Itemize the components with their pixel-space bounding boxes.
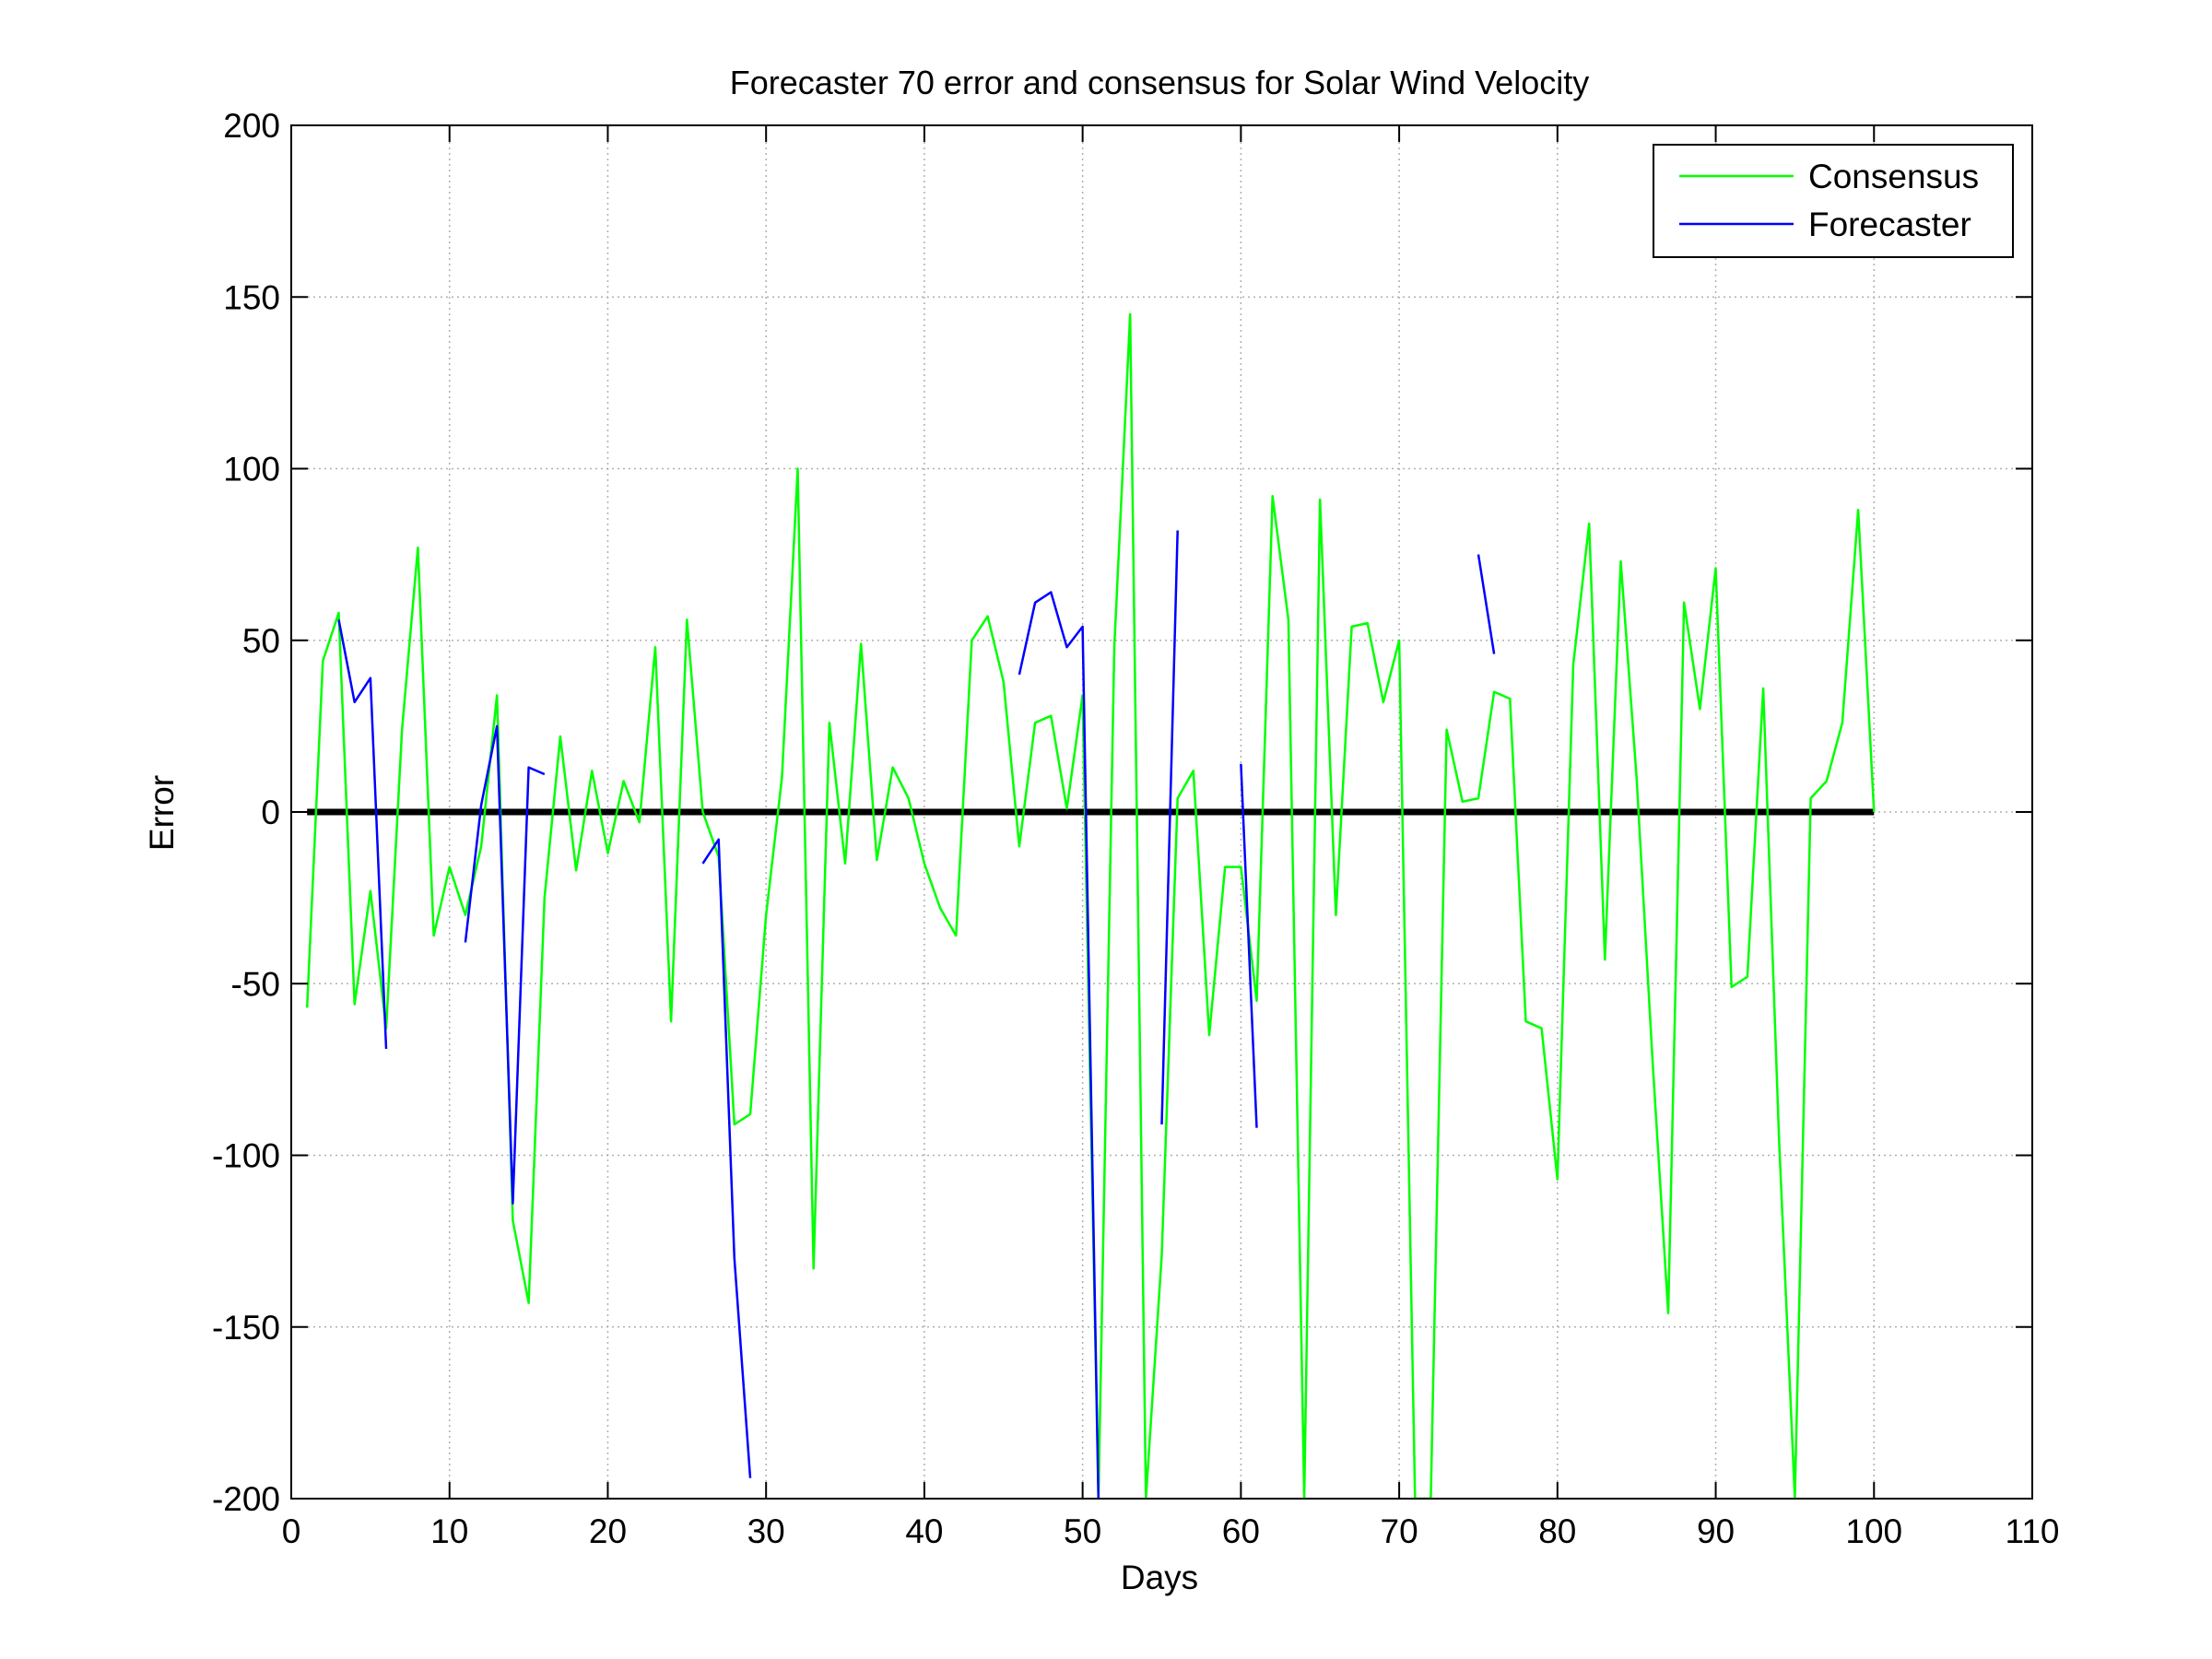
y-tick-label: 50 bbox=[242, 622, 280, 660]
series-line-forecaster bbox=[701, 838, 752, 1478]
x-tick-label: 50 bbox=[1064, 1512, 1101, 1550]
y-tick-label: -50 bbox=[231, 965, 280, 1003]
y-tick-label: 100 bbox=[223, 451, 280, 488]
y-tick-label: 150 bbox=[223, 278, 280, 316]
y-tick-label: -150 bbox=[212, 1309, 280, 1347]
legend: Consensus Forecaster bbox=[1653, 144, 2014, 258]
x-tick-label: 20 bbox=[589, 1512, 627, 1550]
series-line-forecaster bbox=[1160, 530, 1179, 1125]
series-layer bbox=[305, 312, 1876, 1499]
series-line-forecaster bbox=[1477, 554, 1496, 654]
series-line-forecaster bbox=[337, 619, 388, 1050]
y-tick-label: -200 bbox=[212, 1480, 280, 1518]
x-tick-label: 0 bbox=[282, 1512, 301, 1550]
legend-entry-forecaster: Forecaster bbox=[1808, 206, 1971, 243]
series-line-forecaster bbox=[1018, 591, 1100, 1499]
chart-title: Forecaster 70 error and consensus for So… bbox=[730, 64, 1589, 101]
series-line-forecaster bbox=[1240, 763, 1258, 1128]
x-tick-label: 90 bbox=[1697, 1512, 1735, 1550]
x-tick-label: 10 bbox=[430, 1512, 468, 1550]
series-line-forecaster bbox=[464, 724, 546, 1205]
axis-ticks: 0 10 20 30 40 50 60 70 80 90 100 110 -200 -150 -100 -50… bbox=[212, 107, 2060, 1550]
x-tick-label: 40 bbox=[905, 1512, 943, 1550]
legend-box bbox=[1653, 144, 2014, 258]
legend-entry-consensus: Consensus bbox=[1808, 158, 1979, 195]
y-tick-label: 0 bbox=[261, 794, 280, 831]
x-tick-label: 110 bbox=[2006, 1512, 2060, 1550]
y-tick-label: 200 bbox=[223, 107, 280, 145]
y-tick-label: -100 bbox=[212, 1137, 280, 1175]
x-tick-label: 80 bbox=[1538, 1512, 1576, 1550]
x-tick-label: 70 bbox=[1381, 1512, 1418, 1550]
x-tick-label: 30 bbox=[747, 1512, 785, 1550]
x-tick-label: 60 bbox=[1222, 1512, 1260, 1550]
x-tick-label: 100 bbox=[1845, 1512, 1902, 1550]
x-axis-label: Days bbox=[1121, 1559, 1198, 1596]
y-axis-label: Error bbox=[143, 775, 181, 851]
